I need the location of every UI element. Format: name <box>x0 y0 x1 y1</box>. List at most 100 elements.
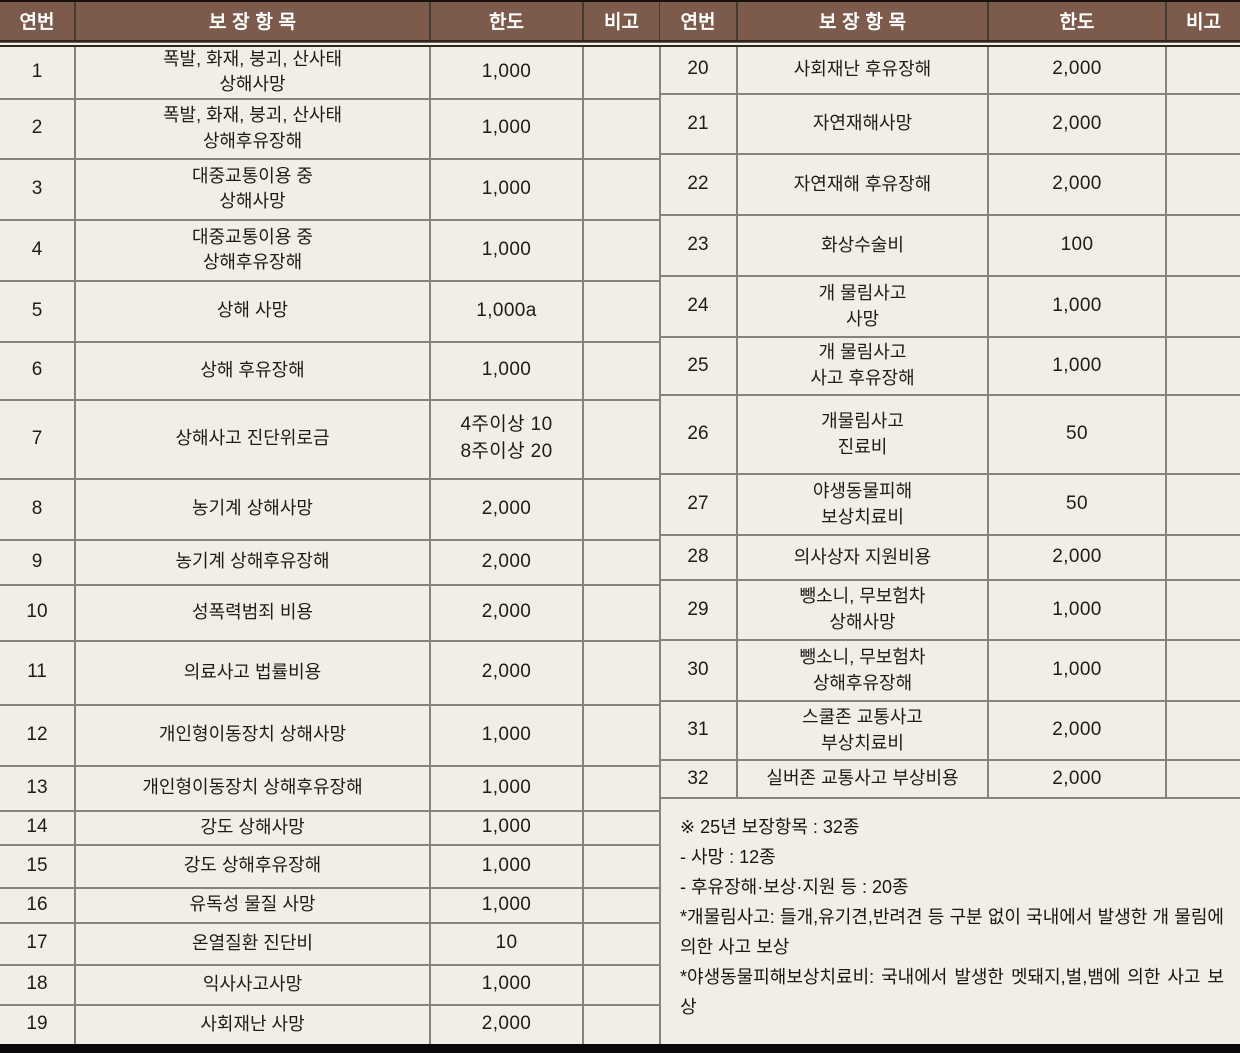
coverage-item-cell: 의사상자 지원비용 <box>736 534 989 581</box>
limit-cell: 1,000 <box>429 843 584 889</box>
coverage-item-cell: 성폭력범죄 비용 <box>74 583 431 642</box>
coverage-item-cell: 온열질환 진단비 <box>74 921 431 966</box>
table-row: 27 야생동물피해 보상치료비 50 <box>660 473 1240 536</box>
table-row: 19 사회재난 사망 2,000 <box>0 1003 661 1044</box>
row-number-cell: 10 <box>0 583 76 642</box>
table-row: 24 개 물림사고 사망 1,000 <box>660 275 1240 338</box>
coverage-item-cell: 자연재해 후유장해 <box>736 153 989 216</box>
table-row: 23 화상수술비 100 <box>660 214 1240 277</box>
table-row: 28 의사상자 지원비용 2,000 <box>660 534 1240 581</box>
row-number-cell: 23 <box>660 214 738 277</box>
summary-notes: ※ 25년 보장항목 : 32종 - 사망 : 12종 - 후유장해·보상·지원… <box>660 799 1240 1044</box>
table-row: 32 실버존 교통사고 부상비용 2,000 <box>660 759 1240 799</box>
remark-cell <box>582 843 661 889</box>
table-row: 1 폭발, 화재, 붕괴, 산사태 상해사망 1,000 <box>0 42 661 100</box>
table-row: 22 자연재해 후유장해 2,000 <box>660 153 1240 216</box>
row-number-cell: 32 <box>660 759 738 799</box>
remark-cell <box>1165 153 1240 216</box>
table-row: 2 폭발, 화재, 붕괴, 산사태 상해후유장해 1,000 <box>0 97 661 160</box>
remark-cell <box>582 340 661 401</box>
limit-cell: 1,000 <box>429 42 584 100</box>
note-dog-bite: *개물림사고: 들개,유기견,반려견 등 구분 없이 국내에서 발생한 개 물림… <box>680 907 1224 958</box>
remark-cell <box>1165 42 1240 95</box>
table-row: 11 의료사고 법률비용 2,000 <box>0 639 661 706</box>
table-row: 15 강도 상해후유장해 1,000 <box>0 843 661 889</box>
row-number-cell: 3 <box>0 157 76 221</box>
remark-cell <box>582 703 661 767</box>
left-half: 연번 보장항목 한도 비고 1 폭발, 화재, 붕괴, 산사태 상해사망 1,000… <box>0 2 661 1044</box>
limit-cell: 2,000 <box>987 93 1167 155</box>
remark-cell <box>1165 214 1240 277</box>
table-row: 8 농기계 상해사망 2,000 <box>0 477 661 541</box>
col-header-serial: 연번 <box>660 2 738 47</box>
row-number-cell: 28 <box>660 534 738 581</box>
coverage-item-cell: 자연재해사망 <box>736 93 989 155</box>
limit-cell: 1,000 <box>429 340 584 401</box>
coverage-item-cell: 개인형이동장치 상해사망 <box>74 703 431 767</box>
row-number-cell: 7 <box>0 398 76 480</box>
row-number-cell: 29 <box>660 579 738 641</box>
row-number-cell: 24 <box>660 275 738 338</box>
table-row: 3 대중교통이용 중 상해사망 1,000 <box>0 157 661 221</box>
coverage-item-cell: 농기계 상해사망 <box>74 477 431 541</box>
remark-cell <box>1165 275 1240 338</box>
limit-cell: 2,000 <box>987 700 1167 761</box>
row-number-cell: 25 <box>660 336 738 396</box>
col-header-remark: 비고 <box>1165 2 1240 47</box>
coverage-item-cell: 강도 상해후유장해 <box>74 843 431 889</box>
limit-cell: 4주이상 10 8주이상 20 <box>429 398 584 480</box>
limit-cell: 10 <box>429 921 584 966</box>
coverage-item-cell: 스쿨존 교통사고 부상치료비 <box>736 700 989 761</box>
col-header-coverage: 보장항목 <box>736 2 989 47</box>
table-row: 6 상해 후유장해 1,000 <box>0 340 661 401</box>
row-number-cell: 9 <box>0 538 76 586</box>
summary-total-line: ※ 25년 보장항목 : 32종 <box>680 817 860 837</box>
limit-cell: 1,000 <box>429 218 584 282</box>
coverage-item-cell: 농기계 상해후유장해 <box>74 538 431 586</box>
row-number-cell: 5 <box>0 279 76 343</box>
remark-cell <box>582 639 661 706</box>
col-header-limit: 한도 <box>429 2 584 47</box>
limit-cell: 50 <box>987 394 1167 475</box>
table-row: 21 자연재해사망 2,000 <box>660 93 1240 155</box>
remark-cell <box>1165 759 1240 799</box>
remark-cell <box>582 157 661 221</box>
coverage-item-cell: 개인형이동장치 상해후유장해 <box>74 764 431 812</box>
remark-cell <box>582 538 661 586</box>
limit-cell: 1,000 <box>429 886 584 924</box>
row-number-cell: 12 <box>0 703 76 767</box>
table-row: 16 유독성 물질 사망 1,000 <box>0 886 661 924</box>
remark-cell <box>582 764 661 812</box>
limit-cell: 2,000 <box>987 759 1167 799</box>
limit-cell: 1,000 <box>987 336 1167 396</box>
limit-cell: 2,000 <box>987 153 1167 216</box>
limit-cell: 2,000 <box>429 1003 584 1044</box>
coverage-item-cell: 뺑소니, 무보험차 상해후유장해 <box>736 639 989 702</box>
row-number-cell: 27 <box>660 473 738 536</box>
limit-cell: 1,000 <box>429 764 584 812</box>
limit-cell: 2,000 <box>429 583 584 642</box>
coverage-item-cell: 개 물림사고 사고 후유장해 <box>736 336 989 396</box>
table-row: 5 상해 사망 1,000a <box>0 279 661 343</box>
limit-cell: 1,000 <box>429 157 584 221</box>
coverage-table-left: 연번 보장항목 한도 비고 1 폭발, 화재, 붕괴, 산사태 상해사망 1,000… <box>0 2 661 1044</box>
coverage-item-cell: 대중교통이용 중 상해후유장해 <box>74 218 431 282</box>
table-row: 20 사회재난 후유장해 2,000 <box>660 42 1240 95</box>
coverage-item-cell: 강도 상해사망 <box>74 809 431 846</box>
coverage-item-cell: 뺑소니, 무보험차 상해사망 <box>736 579 989 641</box>
remark-cell <box>582 97 661 160</box>
coverage-item-cell: 사회재난 사망 <box>74 1003 431 1044</box>
remark-cell <box>582 583 661 642</box>
coverage-item-cell: 의료사고 법률비용 <box>74 639 431 706</box>
remark-cell <box>582 921 661 966</box>
limit-cell: 1,000a <box>429 279 584 343</box>
row-number-cell: 4 <box>0 218 76 282</box>
coverage-item-cell: 폭발, 화재, 붕괴, 산사태 상해후유장해 <box>74 97 431 160</box>
row-number-cell: 6 <box>0 340 76 401</box>
remark-cell <box>1165 639 1240 702</box>
table-row: 31 스쿨존 교통사고 부상치료비 2,000 <box>660 700 1240 761</box>
row-number-cell: 2 <box>0 97 76 160</box>
table-row: 17 온열질환 진단비 10 <box>0 921 661 966</box>
remark-cell <box>582 398 661 480</box>
coverage-item-cell: 대중교통이용 중 상해사망 <box>74 157 431 221</box>
